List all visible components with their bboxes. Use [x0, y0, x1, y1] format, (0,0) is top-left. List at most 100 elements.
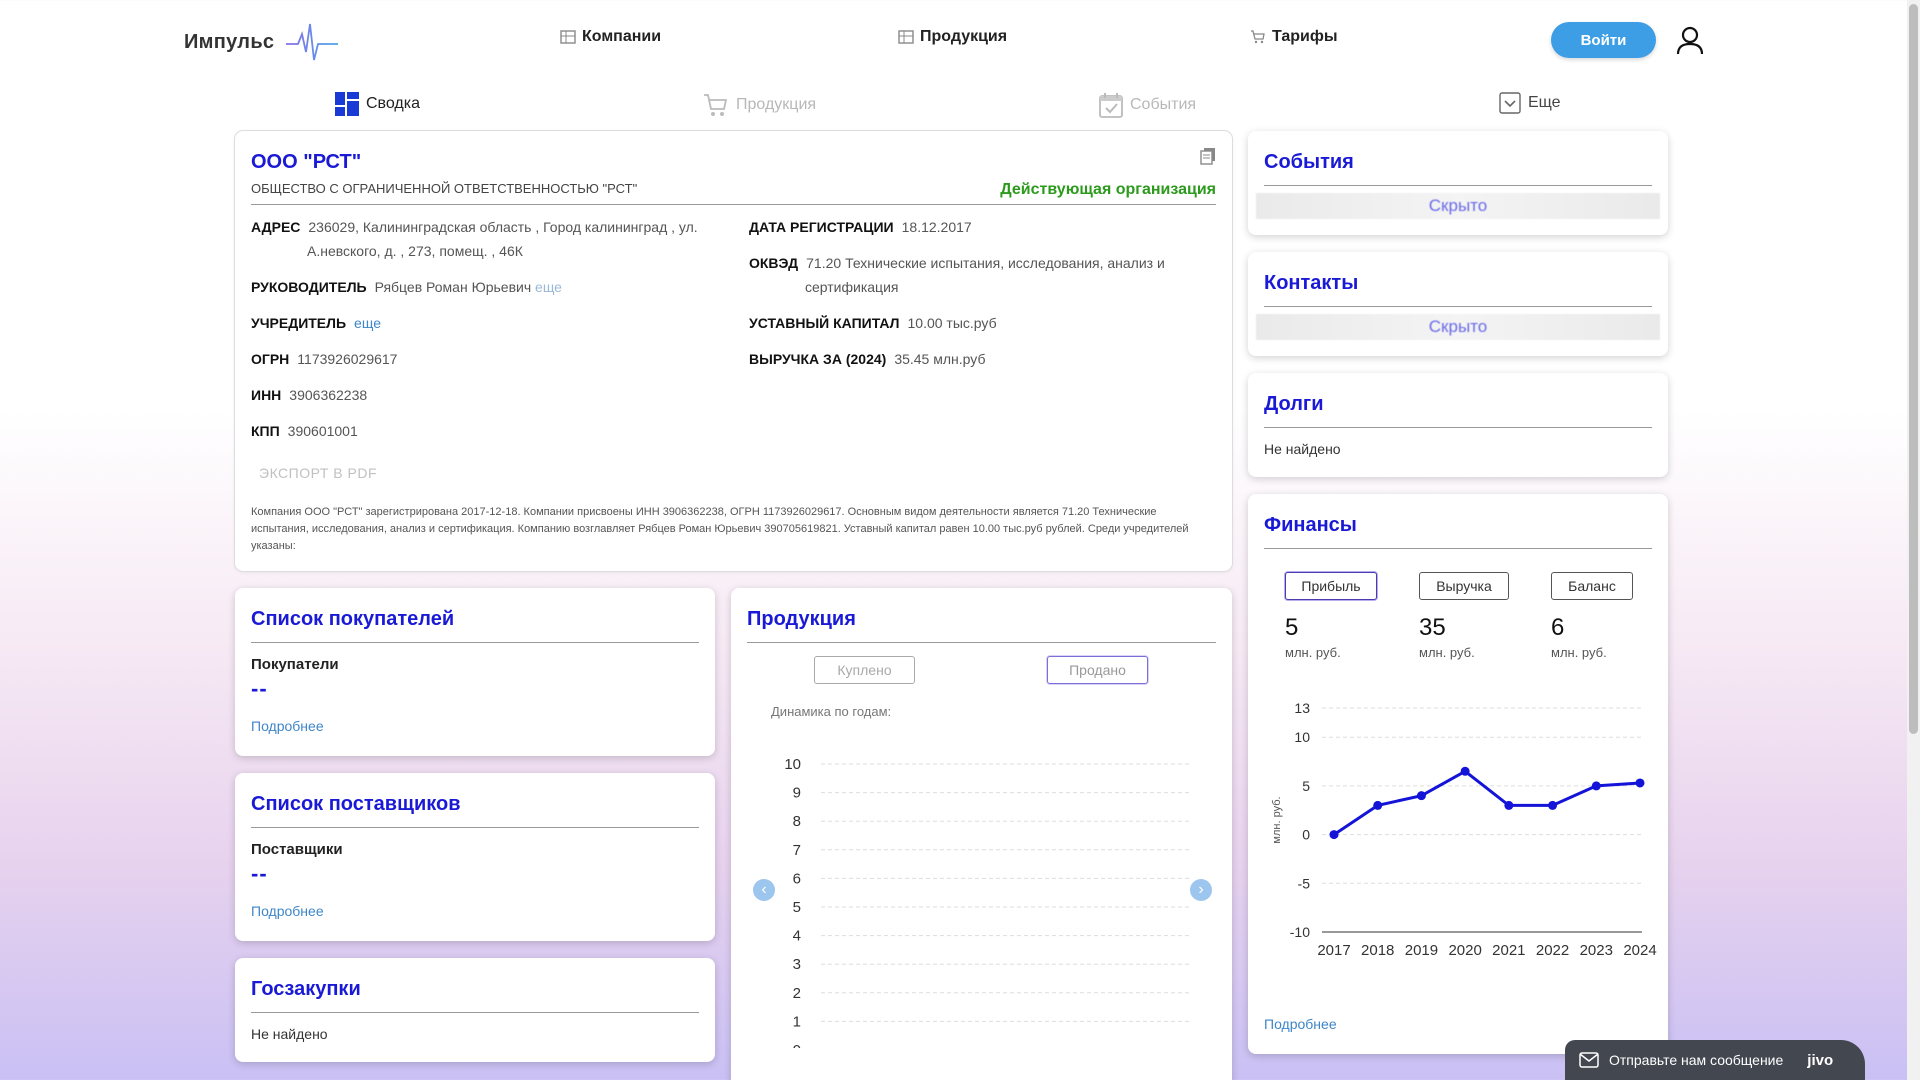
table-icon [898, 30, 914, 44]
data-point [1416, 791, 1426, 801]
address-field: АДРЕС 236029, Калининградская область , Г… [251, 215, 698, 239]
x-tick-label: 2020 [1448, 942, 1481, 959]
nav-tariffs[interactable]: Тарифы [1250, 28, 1338, 46]
divider [1264, 427, 1652, 428]
y-tick-label: 5 [793, 899, 801, 916]
buyers-more-link[interactable]: Подробнее [251, 718, 324, 734]
pulse-icon [286, 23, 339, 61]
divider [251, 642, 699, 643]
director-more-link[interactable]: еще [535, 279, 562, 295]
calendar-icon [1099, 93, 1123, 118]
chat-widget-label: Отправьте нам сообщение [1609, 1052, 1784, 1068]
chart-next-button[interactable]: › [1190, 879, 1212, 901]
okved-field: ОКВЭД 71.20 Технические испытания, исслед… [749, 251, 1165, 275]
logo[interactable]: Импульс [184, 22, 339, 62]
events-title: События [1264, 151, 1354, 173]
x-tick-label: 2017 [1317, 942, 1350, 959]
finance-profit-button[interactable]: Прибыль [1285, 572, 1377, 600]
founder-label: УЧРЕДИТЕЛЬ [251, 315, 347, 331]
header: Импульс Компании Продукция Тарифы Войти [0, 0, 1920, 80]
suppliers-subtitle: Поставщики [251, 841, 343, 858]
revenue-field: ВЫРУЧКА ЗА (2024) 35.45 млн.руб [749, 347, 985, 371]
scrollbar-thumb[interactable] [1909, 4, 1918, 734]
tab-summary-label: Сводка [366, 95, 421, 112]
export-pdf-button[interactable]: ЭКСПОРТ В PDF [259, 465, 378, 481]
company-card: ООО "РСТ" ОБЩЕСТВО С ОГРАНИЧЕННОЙ ОТВЕТС… [235, 131, 1232, 571]
dynamics-label: Динамика по годам: [771, 704, 892, 719]
registration-value: 18.12.2017 [901, 219, 972, 235]
finance-more-link[interactable]: Подробнее [1264, 1016, 1337, 1032]
y-tick-label: 5 [1302, 778, 1310, 794]
capital-field: УСТАВНЫЙ КАПИТАЛ 10.00 тыс.руб [749, 311, 997, 335]
director-label: РУКОВОДИТЕЛЬ [251, 279, 367, 295]
debts-title: Долги [1264, 393, 1324, 415]
scrollbar[interactable] [1907, 0, 1920, 1080]
dashboard-icon [335, 92, 359, 116]
divider [747, 642, 1216, 643]
products-title: Продукция [747, 608, 856, 630]
suppliers-card: Список поставщиков Поставщики -- Подробн… [235, 773, 715, 941]
contacts-title: Контакты [1264, 272, 1359, 294]
series-line [1333, 769, 1641, 836]
x-tick-label: 2022 [1536, 942, 1569, 959]
tab-products[interactable]: Продукция [703, 92, 816, 118]
finance-profit-unit: млн. руб. [1285, 645, 1341, 660]
divider [251, 204, 1216, 205]
bought-button[interactable]: Куплено [814, 656, 915, 684]
divider [251, 1012, 699, 1013]
ogrn-label: ОГРН [251, 351, 290, 367]
y-tick-label: 13 [1294, 700, 1310, 716]
suppliers-more-link[interactable]: Подробнее [251, 903, 324, 919]
okved-field-line2: сертификация [805, 275, 898, 299]
chart-prev-button[interactable]: ‹ [753, 879, 775, 901]
finance-balance-value: 6 [1551, 614, 1565, 641]
buyers-card: Список покупателей Покупатели -- Подробн… [235, 588, 715, 756]
revenue-value: 35.45 млн.руб [894, 351, 986, 367]
contacts-hidden-row[interactable]: Скрыто [1256, 314, 1660, 340]
nav-products[interactable]: Продукция [898, 28, 1007, 46]
user-icon[interactable] [1675, 24, 1705, 56]
data-point [1635, 778, 1645, 788]
founder-more-link[interactable]: еще [354, 315, 381, 331]
kpp-field: КПП 390601001 [251, 419, 358, 443]
events-card: События Скрыто [1248, 131, 1668, 235]
y-tick-label: 8 [793, 813, 801, 830]
table-icon [560, 30, 576, 44]
y-tick-label: 0 [793, 1042, 801, 1048]
chevron-down-icon [1499, 92, 1521, 114]
finance-revenue-unit: млн. руб. [1419, 645, 1475, 660]
data-point [1460, 766, 1470, 776]
divider [1264, 185, 1652, 186]
finance-balance-unit: млн. руб. [1551, 645, 1607, 660]
chat-widget[interactable]: Отправьте нам сообщение jivo [1565, 1040, 1865, 1080]
company-description: Компания ООО "РСТ" зарегистрирована 2017… [251, 506, 1189, 552]
finance-chart: 13 10 5 0 -5 -10 2017 2018 2019 2020 2021 2022 2023 2… [1271, 700, 1657, 959]
finance-revenue-button[interactable]: Выручка [1419, 572, 1509, 600]
copy-icon[interactable] [1200, 147, 1216, 165]
procurement-status: Не найдено [251, 1026, 328, 1042]
sold-button[interactable]: Продано [1047, 656, 1148, 684]
suppliers-value: -- [251, 861, 268, 886]
debts-status: Не найдено [1264, 441, 1341, 457]
registration-field: ДАТА РЕГИСТРАЦИИ 18.12.2017 [749, 215, 972, 239]
tab-events[interactable]: События [1099, 92, 1196, 118]
data-point [1548, 800, 1558, 810]
x-tick-label: 2018 [1361, 942, 1394, 959]
login-button[interactable]: Войти [1551, 22, 1656, 58]
cart-icon [1251, 30, 1265, 44]
products-chart: 109876543210 [784, 756, 1191, 1048]
y-tick-label: 3 [793, 956, 801, 973]
events-hidden-row[interactable]: Скрыто [1256, 193, 1660, 219]
okved-value-line1: 71.20 Технические испытания, исследовани… [806, 255, 1165, 271]
divider [1264, 306, 1652, 307]
revenue-label: ВЫРУЧКА ЗА (2024) [749, 351, 887, 367]
tab-summary[interactable]: Сводка [335, 92, 420, 116]
y-tick-label: 6 [793, 870, 801, 887]
products-card: Продукция Куплено Продано Динамика по го… [731, 588, 1232, 1080]
finance-balance-button[interactable]: Баланс [1551, 572, 1633, 600]
nav-tariffs-label: Тарифы [1272, 28, 1338, 45]
divider [251, 827, 699, 828]
nav-companies[interactable]: Компании [560, 28, 661, 46]
company-name: ООО "РСТ" [251, 151, 362, 173]
tab-more[interactable]: Еще [1499, 92, 1561, 114]
